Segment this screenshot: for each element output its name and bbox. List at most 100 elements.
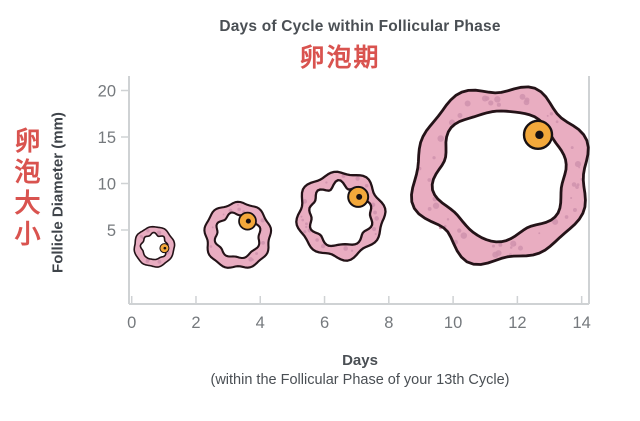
follicle-illustration-day-0.7 [133, 225, 176, 268]
granulosa-speckle [374, 232, 377, 236]
granulosa-speckle [427, 207, 432, 211]
granulosa-speckle [320, 244, 326, 249]
x-tick-label: 8 [384, 314, 393, 332]
granulosa-speckle [464, 100, 471, 107]
granulosa-speckle [575, 185, 579, 189]
granulosa-speckle [552, 218, 559, 225]
granulosa-speckle [156, 230, 162, 236]
granulosa-speckle [209, 245, 213, 248]
granulosa-speckle [437, 135, 445, 142]
granulosa-speckle [157, 259, 162, 264]
granulosa-speckle [305, 222, 308, 226]
granulosa-speckle [325, 181, 328, 184]
follicle-ring [411, 86, 589, 265]
granulosa-speckle [371, 226, 377, 232]
granulosa-speckle [494, 96, 501, 103]
oocyte-nucleus-dot [356, 193, 363, 200]
granulosa-speckle [457, 228, 462, 233]
granulosa-speckle [373, 210, 377, 215]
granulosa-speckle [251, 258, 254, 261]
granulosa-speckle [432, 156, 436, 160]
granulosa-speckle [255, 252, 259, 255]
follicle-outer-outline [410, 85, 590, 266]
oocyte-nucleus-dot [535, 130, 544, 140]
chart-title: Days of Cycle within Follicular Phase [219, 18, 501, 35]
oocyte-nucleus-dot [245, 218, 251, 224]
y-tick-label: 10 [98, 176, 116, 194]
x-tick-label: 4 [256, 314, 265, 332]
granulosa-speckle [303, 230, 307, 234]
granulosa-speckle [302, 199, 308, 204]
granulosa-speckle [248, 257, 253, 262]
granulosa-speckle [517, 245, 524, 251]
follicle-illustration-day-6.5 [295, 170, 387, 262]
granulosa-speckle [355, 176, 360, 181]
granulosa-speckle [446, 218, 450, 221]
granulosa-speckle [443, 224, 447, 228]
x-tick-label: 10 [444, 314, 462, 332]
chart-title-chinese: 卵泡期 [299, 44, 381, 72]
granulosa-speckle [315, 238, 319, 242]
granulosa-speckle [549, 112, 554, 116]
granulosa-speckle [260, 218, 265, 223]
granulosa-speckle [509, 246, 513, 249]
x-tick-label: 2 [191, 314, 200, 332]
granulosa-speckle [574, 160, 582, 168]
granulosa-speckle [343, 246, 348, 251]
granulosa-speckle [432, 202, 440, 209]
granulosa-speckle [364, 184, 369, 188]
granulosa-speckle [496, 102, 501, 107]
granulosa-speckle [300, 215, 303, 218]
follicle-outer-outline [133, 225, 176, 268]
follicle-inner-outline [139, 231, 169, 261]
follicle-illustration-day-11.5 [410, 85, 590, 266]
granulosa-speckle [555, 120, 559, 124]
x-axis-sublabel: (within the Follicular Phase of your 13t… [210, 372, 510, 388]
x-tick-label: 12 [508, 314, 526, 332]
granulosa-speckle [571, 182, 577, 187]
granulosa-speckle [237, 207, 241, 212]
x-axis-label: Days [342, 352, 378, 369]
granulosa-speckle [427, 178, 432, 182]
granulosa-speckle [228, 208, 233, 213]
granulosa-speckle [498, 242, 503, 247]
granulosa-speckle [510, 240, 517, 247]
granulosa-speckle [572, 208, 577, 213]
granulosa-speckle [519, 93, 526, 100]
granulosa-speckle [301, 218, 305, 222]
granulosa-speckle [570, 146, 574, 150]
granulosa-speckle [237, 203, 239, 206]
oocyte-nucleus-dot [163, 246, 167, 250]
y-tick-label: 20 [98, 83, 116, 101]
follicle-ring [296, 171, 386, 261]
follicle-outer-outline [295, 170, 387, 262]
y-axis-label-chinese: 卵泡大小 [11, 127, 41, 251]
follicle-outer-outline [203, 200, 273, 269]
granulosa-speckle [211, 226, 214, 229]
granulosa-speckle [488, 100, 494, 106]
granulosa-speckle [305, 225, 308, 229]
x-tick-label: 14 [572, 314, 590, 332]
granulosa-speckle [374, 216, 379, 221]
granulosa-speckle [261, 240, 265, 245]
y-tick-label: 5 [107, 222, 116, 240]
granulosa-speckle [341, 174, 346, 178]
follicle-illustration-day-3.3 [203, 200, 273, 269]
granulosa-speckle [495, 250, 502, 257]
granulosa-speckle [491, 244, 495, 248]
granulosa-speckle [350, 249, 354, 252]
granulosa-speckle [514, 243, 517, 246]
granulosa-speckle [524, 97, 530, 103]
granulosa-speckle [460, 232, 468, 239]
granulosa-speckle [146, 229, 150, 233]
x-tick-label: 0 [127, 314, 136, 332]
granulosa-speckle [538, 232, 541, 235]
granulosa-speckle [222, 213, 225, 216]
granulosa-speckle [570, 196, 573, 199]
y-tick-label: 15 [98, 129, 116, 147]
follicle-inner-outline [430, 109, 568, 244]
granulosa-speckle [564, 215, 569, 219]
x-tick-label: 6 [320, 314, 329, 332]
